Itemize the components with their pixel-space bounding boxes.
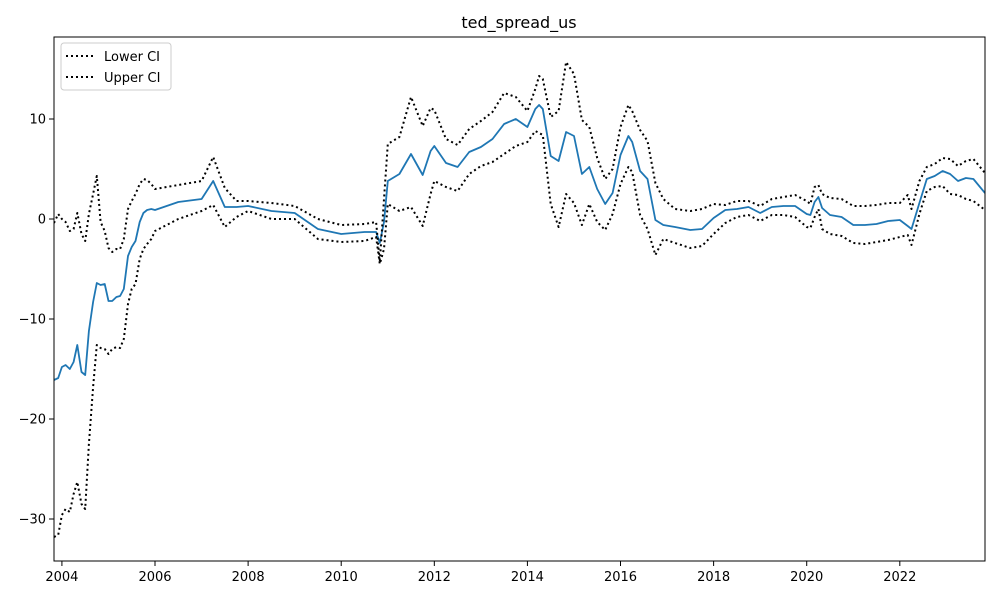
x-tick-label: 2012 [418, 570, 451, 585]
series-line-upper-ci [54, 61, 985, 263]
y-tick-label: −30 [19, 513, 46, 528]
x-tick-label: 2010 [325, 570, 358, 585]
axes-layer: 2004 2006 2008 2010 2012 2014 2016 2018 2020 2022… [19, 36, 986, 585]
legend-label-lower-ci: Lower CI [104, 50, 160, 65]
legend-label-upper-ci: Upper CI [104, 71, 160, 86]
y-tick-label: −10 [19, 313, 46, 328]
y-tick-label: −20 [19, 413, 46, 428]
chart-title: ted_spread_us [461, 13, 576, 33]
series-layer [54, 61, 985, 538]
x-tick-label: 2016 [604, 570, 637, 585]
series-line-estimate [54, 104, 985, 381]
series-line-lower-ci [54, 130, 985, 538]
x-tick-label: 2004 [45, 570, 78, 585]
x-tick-label: 2014 [511, 570, 544, 585]
x-tick-label: 2022 [883, 570, 916, 585]
plot-frame [53, 36, 986, 562]
x-tick-label: 2020 [790, 570, 823, 585]
legend: Lower CI Upper CI [60, 42, 172, 91]
x-tick-label: 2018 [697, 570, 730, 585]
y-tick-label: 10 [29, 113, 46, 128]
x-tick-label: 2006 [138, 570, 171, 585]
x-tick-label: 2008 [232, 570, 265, 585]
y-tick-label: 0 [38, 213, 46, 228]
legend-frame [60, 42, 172, 91]
